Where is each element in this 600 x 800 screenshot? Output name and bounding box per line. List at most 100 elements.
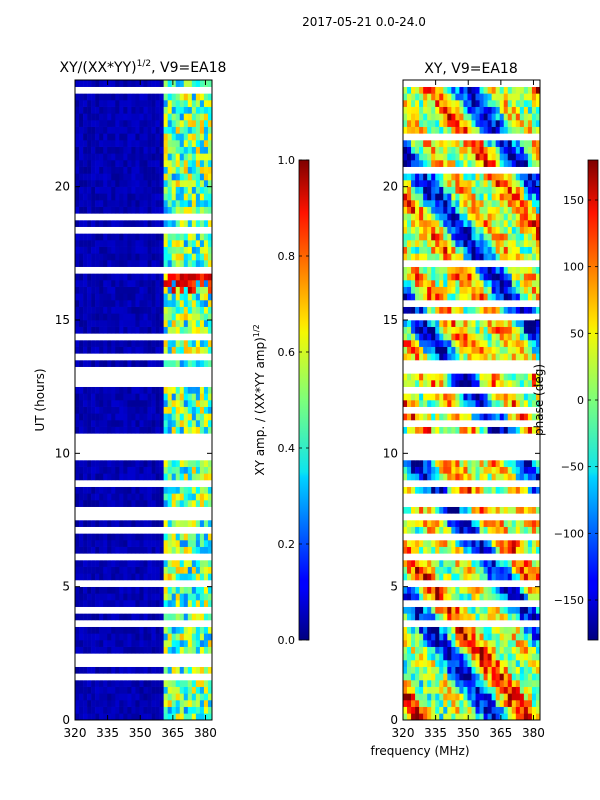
heatmap-cell — [475, 566, 480, 574]
heatmap-cell — [127, 553, 132, 561]
heatmap-cell — [407, 646, 412, 654]
heatmap-cell — [167, 633, 173, 641]
heatmap-cell — [503, 520, 509, 527]
heatmap-cell — [99, 600, 104, 607]
heatmap-cell — [159, 466, 164, 474]
heatmap-cell — [171, 333, 177, 341]
heatmap-cell — [155, 566, 160, 574]
heatmap-cell — [475, 493, 480, 501]
heatmap-cell — [403, 673, 408, 681]
heatmap-cell — [155, 360, 160, 367]
heatmap-cell — [427, 633, 432, 641]
heatmap-cell — [123, 426, 128, 434]
heatmap-cell — [187, 626, 193, 634]
heatmap-cell — [87, 340, 92, 347]
heatmap-cell — [119, 320, 124, 327]
heatmap-cell — [95, 446, 100, 454]
heatmap-cell — [199, 160, 205, 167]
heatmap-cell — [519, 566, 525, 574]
heatmap-cell — [171, 540, 177, 547]
heatmap-cell — [415, 540, 420, 547]
heatmap-cell — [531, 633, 537, 641]
heatmap-cell — [79, 220, 84, 227]
heatmap-cell — [503, 486, 509, 494]
heatmap-cell — [463, 473, 468, 481]
heatmap-cell — [503, 713, 509, 720]
heatmap-cell — [111, 260, 116, 267]
heatmap-cell — [427, 426, 432, 434]
heatmap-cell — [151, 406, 156, 414]
heatmap-cell — [103, 153, 108, 161]
heatmap-cell — [155, 520, 160, 527]
heatmap-cell — [487, 600, 492, 607]
heatmap-cell — [199, 446, 205, 454]
heatmap-cell — [435, 540, 440, 547]
heatmap-cell — [83, 220, 88, 227]
heatmap-cell — [127, 486, 132, 494]
heatmap-cell — [499, 706, 505, 714]
heatmap-cell — [87, 266, 92, 274]
heatmap-cell — [411, 540, 416, 547]
heatmap-cell — [163, 160, 168, 167]
heatmap-cell — [199, 260, 205, 267]
heatmap-cell — [91, 346, 96, 354]
heatmap-cell — [527, 660, 533, 667]
heatmap-cell — [79, 500, 84, 507]
heatmap-cell — [179, 426, 185, 434]
heatmap-cell — [91, 440, 96, 447]
heatmap-cell — [135, 100, 140, 107]
heatmap-cell — [179, 473, 185, 481]
heatmap-cell — [403, 686, 408, 694]
heatmap-cell — [479, 453, 484, 461]
heatmap-cell — [431, 426, 436, 434]
heatmap-cell — [175, 186, 181, 194]
heatmap-cell — [431, 626, 436, 634]
heatmap-cell — [427, 406, 432, 414]
heatmap-cell — [75, 240, 80, 247]
heatmap-cell — [183, 220, 189, 227]
heatmap-cell — [419, 506, 424, 514]
heatmap-cell — [191, 106, 197, 114]
heatmap-cell — [203, 673, 209, 681]
heatmap-cell — [523, 513, 529, 521]
heatmap-cell — [119, 133, 124, 141]
heatmap-cell — [199, 580, 205, 587]
heatmap-cell — [439, 693, 444, 701]
heatmap-cell — [79, 293, 84, 301]
heatmap-cell — [451, 553, 456, 561]
heatmap-cell — [103, 573, 108, 581]
heatmap-cell — [95, 260, 100, 267]
heatmap-cell — [463, 700, 468, 707]
heatmap-cell — [535, 606, 540, 614]
heatmap-cell — [79, 140, 84, 147]
heatmap-cell — [159, 120, 164, 127]
heatmap-cell — [127, 700, 132, 707]
heatmap-cell — [407, 653, 412, 661]
heatmap-cell — [531, 480, 537, 487]
heatmap-cell — [159, 186, 164, 194]
heatmap-cell — [123, 680, 128, 687]
heatmap-cell — [183, 313, 189, 321]
heatmap-cell — [99, 253, 104, 261]
heatmap-cell — [159, 220, 164, 227]
heatmap-cell — [135, 400, 140, 407]
heatmap-cell — [499, 493, 505, 501]
heatmap-cell — [499, 433, 505, 441]
heatmap-cell — [107, 280, 112, 287]
heatmap-cell — [123, 320, 128, 327]
heatmap-cell — [75, 313, 80, 321]
heatmap-cell — [499, 653, 505, 661]
heatmap-cell — [183, 366, 189, 374]
heatmap-cell — [503, 566, 509, 574]
heatmap-cell — [147, 520, 152, 527]
heatmap-cell — [151, 240, 156, 247]
heatmap-cell — [471, 706, 476, 714]
heatmap-cell — [475, 580, 480, 587]
heatmap-cell — [455, 466, 460, 474]
heatmap-cell — [83, 306, 88, 314]
heatmap-cell — [159, 126, 164, 134]
heatmap-cell — [463, 420, 468, 427]
heatmap-cell — [535, 506, 540, 514]
heatmap-cell — [159, 80, 164, 87]
heatmap-cell — [163, 240, 168, 247]
